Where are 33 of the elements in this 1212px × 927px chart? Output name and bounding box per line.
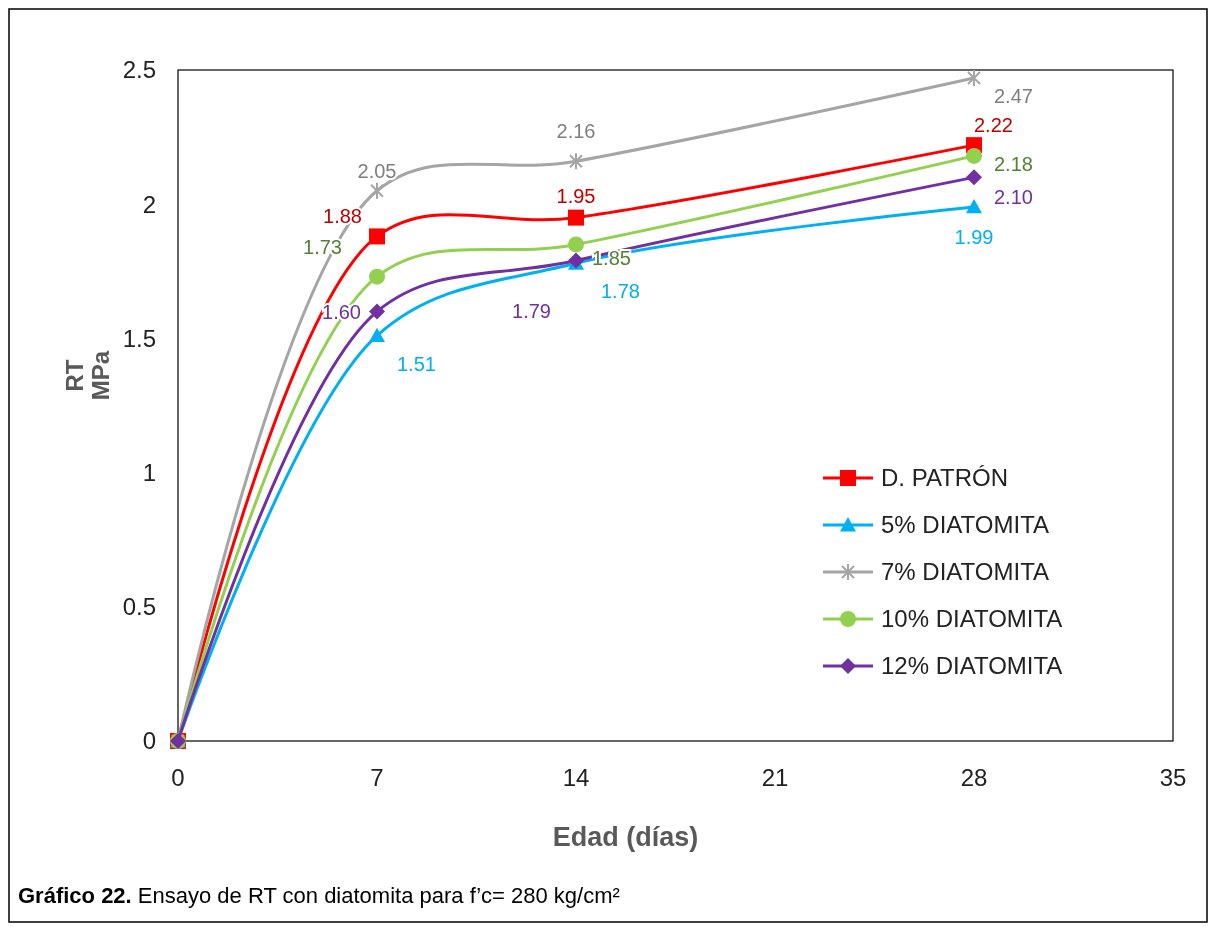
legend-label: 7% DIATOMITA (881, 558, 1050, 586)
data-label: 2.47 (994, 85, 1033, 108)
data-label: 1.95 (556, 184, 596, 207)
text: Gráfico 22. Ensayo de RT con diatomita para f’c= 280 kg/cm² (18, 883, 620, 908)
x-tick-label: 0 (171, 764, 185, 791)
y-tick-label: 0 (142, 727, 156, 755)
y-tick-label: 2.5 (122, 56, 156, 84)
data-label: 2.22 (974, 114, 1013, 137)
data-label: 2.10 (994, 186, 1033, 209)
data-label: 1.88 (323, 205, 362, 228)
legend-label: 12% DIATOMITA (881, 652, 1063, 680)
data-label: 1.99 (954, 225, 994, 248)
data-label: 2.16 (556, 120, 596, 143)
data-label: 2.18 (994, 152, 1033, 175)
y-tick-label: 2 (142, 190, 156, 218)
data-label: 2.05 (357, 159, 397, 182)
x-axis-title: Edad (días) (552, 822, 699, 852)
y-axis-title: RT MPa (61, 350, 114, 401)
y-tick-label: 1.5 (122, 324, 156, 352)
y-tick-label: 1 (142, 459, 156, 486)
x-tick-label: 28 (960, 764, 988, 791)
legend-label: D. PATRÓN (881, 464, 1009, 492)
x-tick-label: 7 (370, 764, 384, 791)
data-label: 1.78 (601, 280, 640, 303)
x-tick-label: 21 (761, 764, 789, 791)
x-tick-label: 35 (1159, 764, 1187, 791)
data-label: 1.79 (512, 299, 551, 322)
y-tick-label: 0.5 (122, 593, 156, 621)
data-label: 1.51 (397, 352, 436, 375)
x-tick-label: 14 (562, 764, 590, 791)
legend-label: 5% DIATOMITA (881, 511, 1050, 539)
data-label: 1.73 (303, 235, 342, 258)
legend-label: 10% DIATOMITA (881, 605, 1063, 633)
